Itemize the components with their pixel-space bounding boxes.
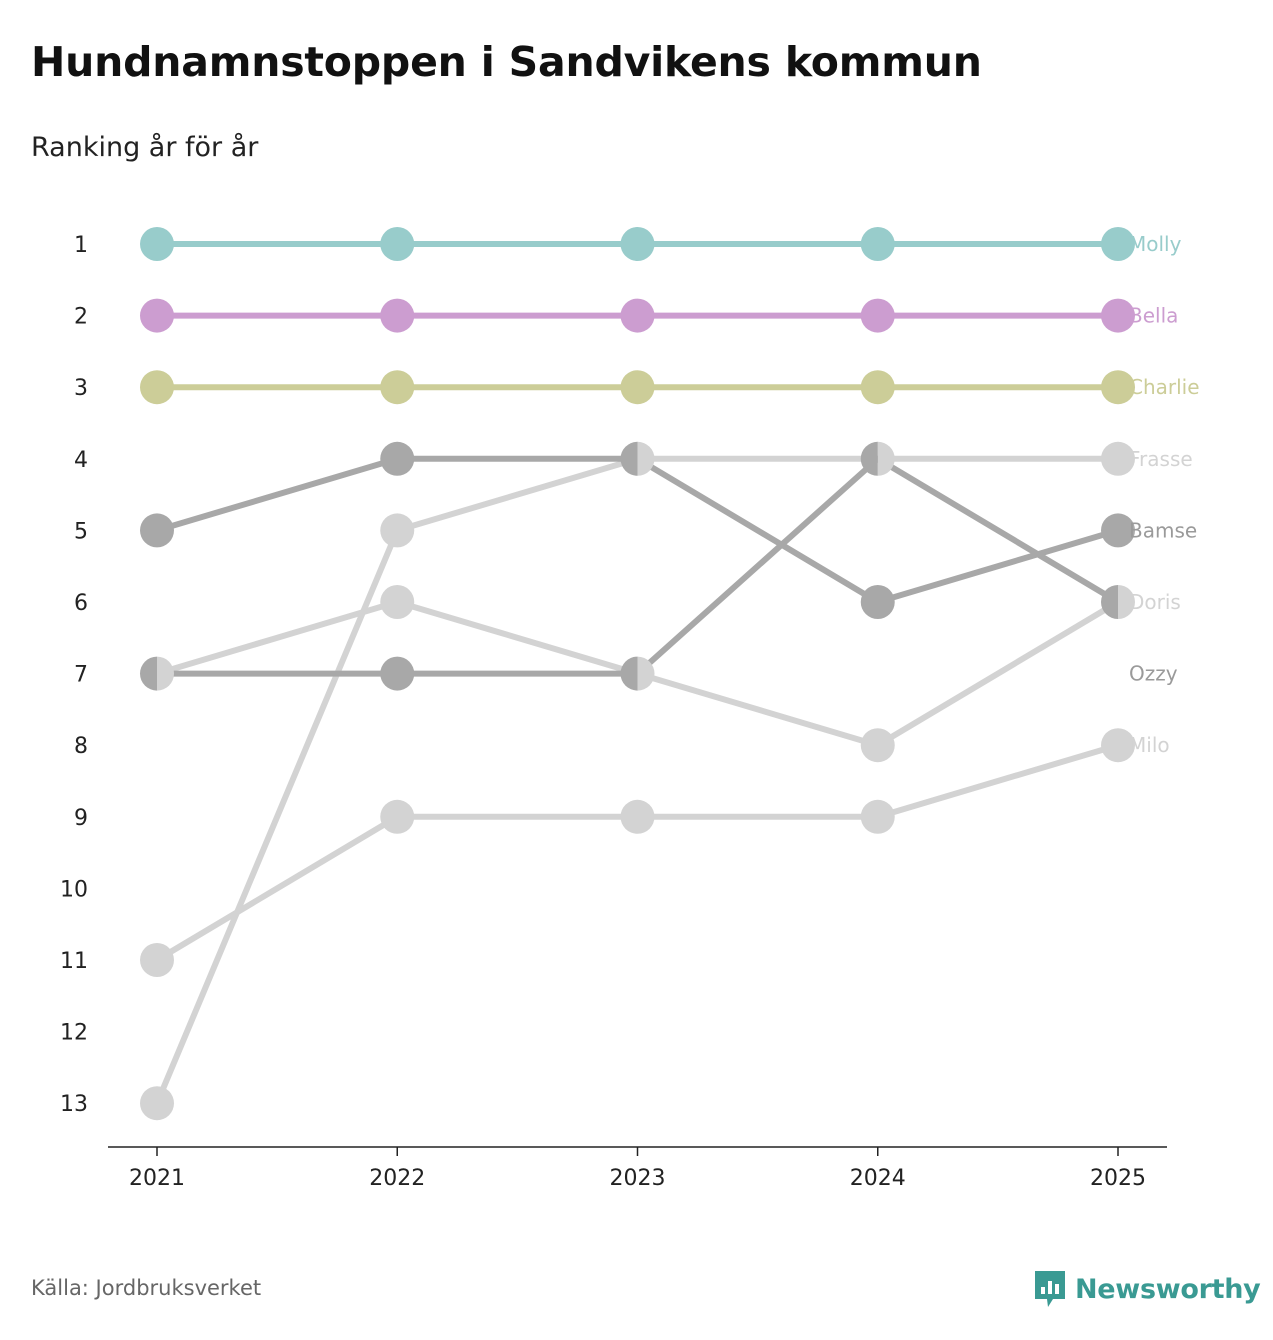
brand-logo: Newsworthy xyxy=(1033,1268,1261,1310)
point-frasse-2024 xyxy=(877,441,895,476)
point-ozzy-2021 xyxy=(140,656,157,691)
point-doris-2023 xyxy=(637,656,655,691)
y-tick-label: 2 xyxy=(74,305,88,330)
point-charlie-2022 xyxy=(380,370,415,405)
point-ozzy-2023 xyxy=(620,656,638,691)
point-bella-2022 xyxy=(380,298,415,333)
end-label-milo: Milo xyxy=(1129,733,1170,757)
point-charlie-2023 xyxy=(620,370,655,405)
y-tick-label: 10 xyxy=(60,877,88,902)
end-labels: Molly Bella Charlie Frasse Bamse Doris Ozzy Mil… xyxy=(1129,232,1200,757)
end-label-doris: Doris xyxy=(1129,590,1181,614)
newsworthy-logo-icon xyxy=(1035,1271,1065,1307)
series-line-frasse xyxy=(154,455,1118,1105)
series-points xyxy=(140,227,1135,1121)
point-bamse-2025 xyxy=(1101,513,1135,548)
y-tick-label: 5 xyxy=(74,519,88,544)
y-tick-label: 12 xyxy=(60,1021,88,1046)
point-frasse-2023 xyxy=(637,441,655,476)
point-ozzy-2024 xyxy=(860,441,878,476)
x-axis: 2021 2022 2023 2024 2025 xyxy=(108,1146,1167,1191)
end-label-bella: Bella xyxy=(1129,304,1178,328)
point-milo-2023 xyxy=(620,799,655,834)
point-bella-2023 xyxy=(620,298,655,333)
point-bella-2021 xyxy=(140,298,174,333)
point-ozzy-2021-half xyxy=(140,656,157,691)
point-molly-2022 xyxy=(380,227,415,261)
point-doris-2021-half xyxy=(157,656,174,691)
point-charlie-2021 xyxy=(140,370,174,405)
x-tick-label: 2024 xyxy=(850,1166,906,1191)
end-label-molly: Molly xyxy=(1129,232,1182,256)
y-tick-label: 11 xyxy=(60,949,88,974)
point-doris-2024 xyxy=(860,728,895,763)
point-molly-2023 xyxy=(620,227,655,261)
point-molly-2021 xyxy=(140,227,174,261)
end-label-ozzy: Ozzy xyxy=(1129,662,1178,686)
point-doris-2023-half xyxy=(637,656,655,691)
point-bella-2024 xyxy=(860,298,895,333)
point-ozzy-2025 xyxy=(1101,585,1118,619)
point-doris-2021 xyxy=(157,656,174,691)
point-ozzy-2022 xyxy=(380,656,415,691)
point-frasse-2022 xyxy=(380,513,415,548)
chart-title: Hundnamnstoppen i Sandvikens kommun xyxy=(31,38,982,86)
y-tick-label: 4 xyxy=(74,448,88,473)
y-tick-label: 7 xyxy=(74,663,88,688)
y-tick-label: 1 xyxy=(74,233,88,258)
point-bella-2025 xyxy=(1101,298,1135,333)
end-label-bamse: Bamse xyxy=(1129,518,1197,542)
point-ozzy-2025-half xyxy=(1101,585,1118,619)
point-bamse-2022 xyxy=(380,441,415,476)
point-bamse-2024 xyxy=(860,585,895,619)
point-molly-2024 xyxy=(860,227,895,261)
point-bamse-2023-half xyxy=(620,441,638,476)
y-tick-label: 6 xyxy=(74,591,88,616)
series-line-milo xyxy=(155,742,1119,963)
point-charlie-2024 xyxy=(860,370,895,405)
end-label-frasse: Frasse xyxy=(1129,447,1193,471)
point-frasse-2024-half xyxy=(877,441,895,476)
chart-subtitle: Ranking år för år xyxy=(31,132,259,163)
end-label-charlie: Charlie xyxy=(1129,375,1200,399)
y-tick-label: 3 xyxy=(74,376,88,401)
point-frasse-2021 xyxy=(140,1086,174,1121)
brand-name: Newsworthy xyxy=(1075,1273,1261,1305)
y-tick-label: 13 xyxy=(60,1092,88,1117)
point-doris-2022 xyxy=(380,585,415,619)
series-line-bamse xyxy=(156,455,1119,605)
point-bamse-2021 xyxy=(140,513,174,548)
point-ozzy-2024-half xyxy=(860,441,878,476)
x-tick-label: 2023 xyxy=(610,1166,666,1191)
y-tick-label: 9 xyxy=(74,806,88,831)
point-frasse-2023-half xyxy=(637,441,655,476)
point-doris-2025-half xyxy=(1118,585,1135,619)
x-tick-label: 2022 xyxy=(369,1166,425,1191)
point-molly-2025 xyxy=(1101,227,1135,261)
point-milo-2025 xyxy=(1101,728,1135,763)
point-ozzy-2023-half xyxy=(620,656,638,691)
point-doris-2025 xyxy=(1118,585,1135,619)
series-line-ozzy xyxy=(157,455,1120,677)
y-tick-label: 8 xyxy=(74,734,88,759)
x-tick-label: 2025 xyxy=(1090,1166,1146,1191)
point-charlie-2025 xyxy=(1101,370,1135,405)
point-milo-2021 xyxy=(140,943,174,977)
point-milo-2022 xyxy=(380,799,415,834)
point-frasse-2025 xyxy=(1101,441,1135,476)
point-milo-2024 xyxy=(860,799,895,834)
source-note: Källa: Jordbruksverket xyxy=(31,1276,262,1300)
point-bamse-2023 xyxy=(620,441,638,476)
x-tick-label: 2021 xyxy=(129,1166,185,1191)
